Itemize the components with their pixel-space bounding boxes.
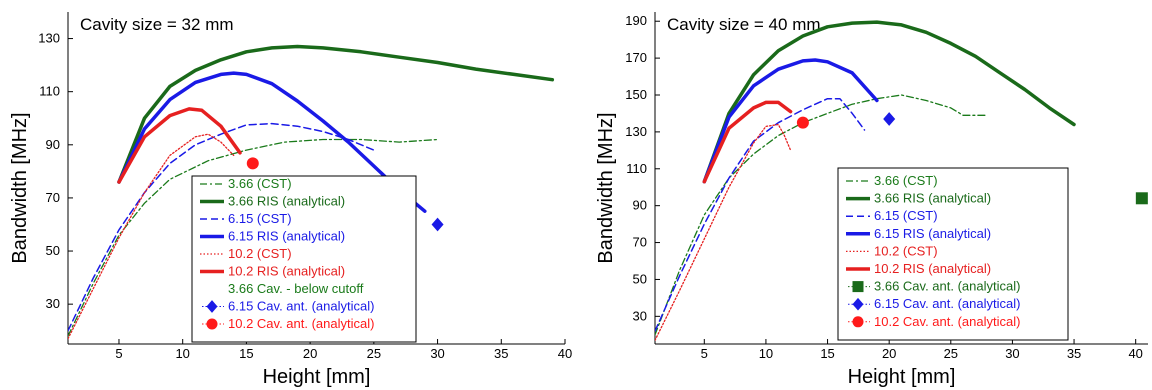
legend-marker-10-2-cav-ant-analytical bbox=[206, 318, 218, 330]
series-group bbox=[655, 20, 1148, 341]
y-tick-label: 70 bbox=[633, 235, 647, 250]
series-line-10-2-cst bbox=[655, 123, 792, 341]
x-tick-label: 15 bbox=[820, 346, 834, 361]
y-tick-label: 90 bbox=[46, 137, 60, 152]
x-tick-label: 15 bbox=[239, 346, 253, 361]
x-tick-label: 5 bbox=[701, 346, 708, 361]
legend-label-6-15-ris-analytical: 6.15 RIS (analytical) bbox=[228, 229, 345, 244]
series-line-10-2-cst bbox=[68, 133, 235, 340]
x-axis-label: Height [mm] bbox=[263, 366, 371, 388]
x-tick-label: 40 bbox=[558, 346, 572, 361]
legend-label-10-2-cst: 10.2 (CST) bbox=[228, 246, 292, 261]
y-tick-label: 70 bbox=[46, 190, 60, 205]
y-tick-label: 30 bbox=[633, 308, 647, 323]
x-tick-label: 30 bbox=[1005, 346, 1019, 361]
y-tick-label: 90 bbox=[633, 198, 647, 213]
chart-panel-1: 5 10 15 20 25 30 35 40 30 50 70 90 110 130 Height [mm]… bbox=[9, 12, 572, 388]
legend-label-3-66-cav-below-cutoff: 3.66 Cav. - below cutoff bbox=[228, 281, 364, 296]
legend-box bbox=[191, 175, 417, 343]
data-point-6-15-cav-ant-analytical bbox=[431, 217, 444, 232]
legend-label-3-66-cst: 3.66 (CST) bbox=[228, 176, 292, 191]
chart-title: Cavity size = 40 mm bbox=[667, 15, 821, 34]
y-tick-label: 150 bbox=[625, 87, 647, 102]
legend-label-3-66-ris-analytical: 3.66 RIS (analytical) bbox=[228, 194, 345, 209]
legend: 3.66 (CST) 3.66 RIS (analytical) 6.15 (CST… bbox=[191, 175, 417, 343]
series-group bbox=[68, 44, 555, 340]
legend-label-3-66-cav-ant-analytical: 3.66 Cav. ant. (analytical) bbox=[874, 279, 1020, 294]
series-line-6-15-ris-analytical bbox=[702, 58, 879, 184]
data-point-10-2-cav-ant-analytical bbox=[246, 157, 259, 170]
legend-label-6-15-cst: 6.15 (CST) bbox=[874, 208, 938, 223]
y-tick-label: 50 bbox=[633, 271, 647, 286]
data-point-6-15-cav-ant-analytical bbox=[883, 112, 896, 126]
y-tick-label: 110 bbox=[626, 161, 647, 176]
x-tick-label: 35 bbox=[1067, 346, 1081, 361]
series-line-3-66-ris-analytical bbox=[117, 44, 555, 184]
x-tick-label: 20 bbox=[303, 346, 317, 361]
legend-box bbox=[837, 167, 1069, 341]
series-line-3-66-ris-analytical bbox=[702, 20, 1076, 184]
x-tick-label: 25 bbox=[944, 346, 958, 361]
y-tick-label: 50 bbox=[46, 243, 60, 258]
chart-title: Cavity size = 32 mm bbox=[80, 15, 234, 34]
legend-label-10-2-ris-analytical: 10.2 RIS (analytical) bbox=[228, 264, 345, 279]
y-tick-label: 130 bbox=[625, 124, 647, 139]
y-tick-label: 170 bbox=[625, 50, 647, 65]
series-line-10-2-ris-analytical bbox=[117, 107, 242, 184]
y-tick-label: 190 bbox=[625, 13, 647, 28]
x-tick-label: 5 bbox=[115, 346, 122, 361]
y-axis-label: Bandwidth [MHz] bbox=[595, 112, 617, 263]
series-line-3-66-cst bbox=[68, 138, 439, 337]
legend-label-10-2-cav-ant-analytical: 10.2 Cav. ant. (analytical) bbox=[874, 314, 1020, 329]
x-tick-label: 10 bbox=[759, 346, 773, 361]
chart-panel-2: 5 10 15 20 25 30 35 40 30 50 70 90 110 130 150 170 190 He… bbox=[595, 12, 1148, 388]
legend-label-6-15-cav-ant-analytical: 6.15 Cav. ant. (analytical) bbox=[228, 299, 374, 314]
series-line-3-66-cst bbox=[655, 94, 989, 336]
x-tick-label: 40 bbox=[1128, 346, 1142, 361]
legend-label-10-2-ris-analytical: 10.2 RIS (analytical) bbox=[874, 261, 991, 276]
series-line-6-15-cst bbox=[68, 122, 375, 332]
x-axis-label: Height [mm] bbox=[848, 366, 956, 388]
legend-marker-3-66-cav-ant-analytical bbox=[852, 281, 864, 293]
series-line-6-15-ris-analytical bbox=[117, 71, 427, 213]
x-tick-label: 10 bbox=[175, 346, 189, 361]
legend-label-6-15-cav-ant-analytical: 6.15 Cav. ant. (analytical) bbox=[874, 296, 1020, 311]
series-line-6-15-cst bbox=[655, 97, 866, 332]
legend-label-6-15-ris-analytical: 6.15 RIS (analytical) bbox=[874, 226, 991, 241]
data-point-3-66-cav-ant-analytical bbox=[1135, 192, 1148, 205]
data-point-10-2-cav-ant-analytical bbox=[796, 116, 809, 129]
legend-marker-6-15-cav-ant-analytical bbox=[852, 297, 864, 311]
y-tick-label: 130 bbox=[38, 31, 60, 46]
legend-label-3-66-ris-analytical: 3.66 RIS (analytical) bbox=[874, 191, 991, 206]
x-tick-label: 35 bbox=[494, 346, 508, 361]
legend-label-10-2-cst: 10.2 (CST) bbox=[874, 243, 938, 258]
series-line-10-2-ris-analytical bbox=[702, 100, 793, 184]
legend-label-6-15-cst: 6.15 (CST) bbox=[228, 211, 292, 226]
legend-marker-10-2-cav-ant-analytical bbox=[852, 316, 864, 328]
legend-label-10-2-cav-ant-analytical: 10.2 Cav. ant. (analytical) bbox=[228, 316, 374, 331]
legend: 3.66 (CST) 3.66 RIS (analytical) 6.15 (CST… bbox=[837, 167, 1069, 341]
x-tick-label: 30 bbox=[430, 346, 444, 361]
y-axis-label: Bandwidth [MHz] bbox=[9, 112, 31, 263]
legend-label-3-66-cst: 3.66 (CST) bbox=[874, 173, 938, 188]
x-tick-label: 25 bbox=[367, 346, 381, 361]
legend-marker-6-15-cav-ant-analytical bbox=[206, 300, 218, 313]
y-tick-label: 30 bbox=[46, 296, 60, 311]
y-tick-label: 110 bbox=[39, 84, 60, 99]
x-tick-label: 20 bbox=[882, 346, 896, 361]
